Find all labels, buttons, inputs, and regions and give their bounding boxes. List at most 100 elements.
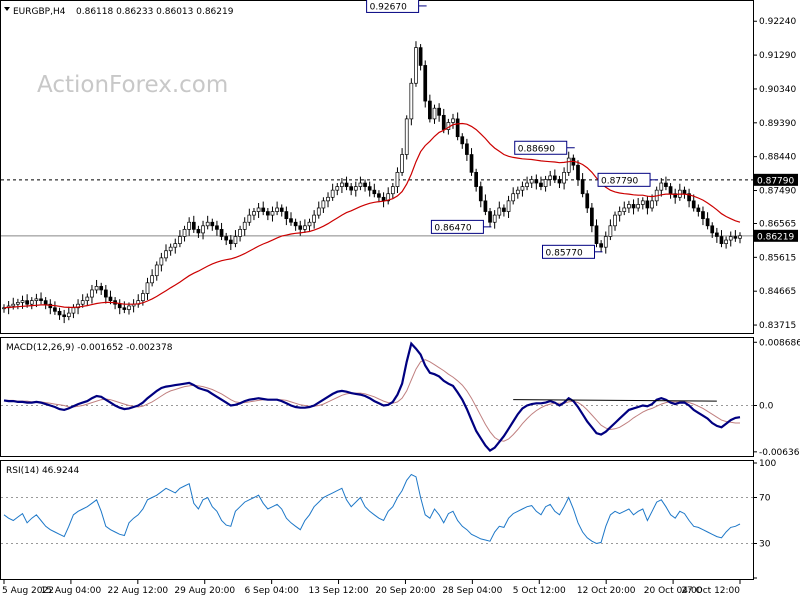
candle-body — [289, 218, 293, 223]
candle-body — [117, 303, 122, 309]
candle-body — [469, 154, 474, 173]
candle-body — [53, 307, 57, 312]
candle-body — [492, 214, 497, 223]
candle-body — [316, 207, 321, 216]
macd-title: MACD(12,26,9) -0.001652 -0.002378 — [6, 343, 173, 353]
price-tick-label: 0.89390 — [759, 119, 796, 129]
candle-body — [344, 182, 349, 187]
candle-body — [478, 186, 483, 202]
candle-body — [39, 298, 43, 301]
candle-body — [66, 312, 71, 318]
candle-body — [650, 200, 654, 209]
candle-body — [590, 207, 594, 227]
candle-body — [728, 236, 733, 241]
candle-body — [367, 186, 372, 191]
candle-body — [673, 193, 678, 198]
candle-body — [34, 298, 39, 301]
rsi-tick-label: 30 — [759, 540, 771, 550]
candle-body — [164, 250, 168, 259]
candle-body — [293, 221, 298, 227]
watermark: ActionForex.com — [37, 72, 228, 98]
rsi-tick-label: 0 — [759, 574, 765, 584]
annotation-box — [597, 172, 651, 187]
candle-body — [29, 300, 34, 305]
candle-body — [335, 186, 340, 191]
candle-body — [515, 189, 520, 195]
candle-body — [622, 207, 627, 212]
candle-body — [210, 221, 215, 227]
candle-body — [594, 225, 599, 244]
candle-body — [455, 118, 460, 138]
candle-body — [62, 314, 67, 318]
annotation-box — [366, 0, 420, 13]
candle-body — [682, 189, 687, 195]
candle-body — [603, 236, 608, 248]
candle-body — [390, 186, 395, 195]
time-tick-label: 5 Aug 2022 — [2, 586, 54, 596]
candle-body — [150, 275, 154, 284]
candle-body — [511, 193, 516, 202]
macd-line — [3, 341, 741, 453]
price-tick-label: 0.86565 — [759, 219, 796, 229]
candle-body — [423, 65, 428, 102]
price-panel-frame — [0, 0, 754, 334]
candle-body — [103, 289, 108, 298]
candle-body — [187, 221, 192, 230]
candle-body — [330, 189, 335, 198]
candle-body — [543, 179, 548, 187]
current-price-tag: 0.86219 — [757, 232, 794, 242]
macd-tick-label: 0.008686 — [759, 338, 800, 348]
time-tick-label: 29 Aug 20:00 — [174, 586, 235, 596]
candle-body — [701, 211, 705, 220]
candle-body — [599, 243, 603, 248]
macd-plot — [1, 341, 753, 453]
rsi-line — [3, 473, 741, 545]
candle-body — [358, 182, 363, 187]
candle-body — [488, 211, 492, 223]
candle-body — [233, 236, 238, 244]
annotation-label: 0.88690 — [518, 144, 555, 154]
candle-body — [242, 221, 247, 230]
candle-body — [381, 196, 386, 202]
candle-body — [585, 193, 590, 209]
price-tick-label: 0.87490 — [759, 187, 796, 197]
rsi-tick-label: 70 — [759, 494, 771, 504]
candle-body — [710, 225, 715, 234]
time-tick-label: 20 Sep 20:00 — [375, 586, 435, 596]
candle-body — [414, 47, 418, 84]
candle-body — [303, 225, 307, 230]
price-tick-label: 0.92240 — [759, 17, 796, 27]
candle-body — [108, 296, 113, 301]
candle-body — [580, 179, 585, 195]
candle-body — [224, 236, 229, 241]
candle-body — [465, 143, 469, 155]
candle-body — [363, 182, 367, 187]
annotation-label: 0.87790 — [601, 176, 638, 186]
candle-body — [631, 204, 636, 209]
macd-panel-frame — [0, 337, 754, 457]
candle-body — [566, 157, 571, 173]
dropdown-triangle-icon[interactable] — [4, 7, 10, 11]
price-plot: 0.92670 0.88690 0.87790 0.86470 0.85770 — [1, 0, 753, 324]
candle-body — [636, 204, 641, 209]
candle-body — [738, 235, 742, 239]
candle-body — [252, 211, 256, 216]
candle-body — [562, 171, 566, 184]
candle-body — [617, 211, 622, 216]
time-tick-label: 27 Oct 12:00 — [681, 586, 740, 596]
rsi-plot — [1, 473, 753, 545]
candle-body — [43, 300, 48, 305]
candle-body — [275, 207, 279, 212]
level-price-tag: 0.87790 — [757, 176, 794, 186]
candle-body — [404, 118, 409, 155]
candle-body — [441, 114, 446, 130]
candle-body — [326, 196, 330, 202]
candle-body — [534, 179, 539, 184]
candle-body — [168, 246, 173, 252]
candle-body — [664, 182, 668, 187]
rsi-panel-frame — [0, 460, 754, 580]
candle-body — [437, 107, 441, 116]
candle-body — [353, 186, 358, 191]
candle-body — [205, 221, 210, 227]
